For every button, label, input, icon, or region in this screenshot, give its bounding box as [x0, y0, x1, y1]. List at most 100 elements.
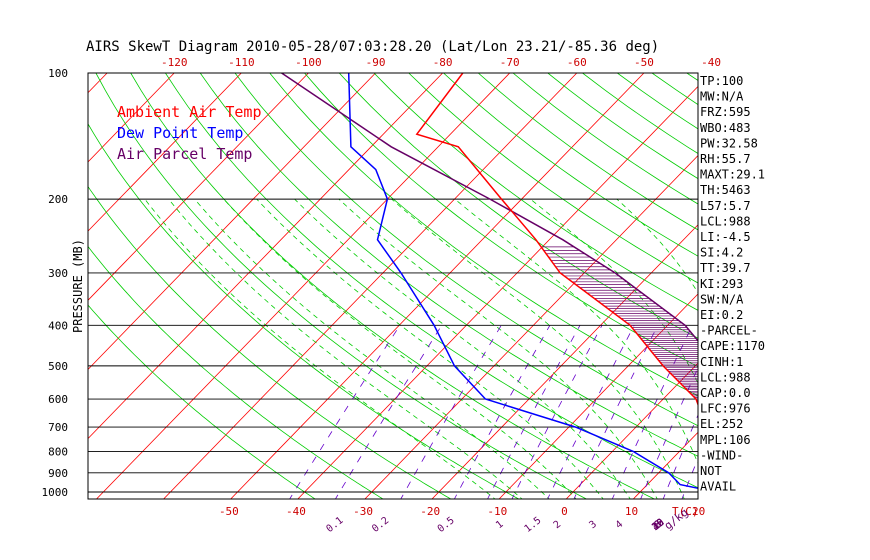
moist-adiabat-line: [223, 198, 577, 499]
pressure-tick-label: 600: [48, 393, 68, 406]
isotherm-line: [766, 73, 870, 501]
chart-title: AIRS SkewT Diagram 2010-05-28/07:03:28.2…: [86, 39, 659, 55]
pressure-tick-label: 1000: [42, 486, 69, 499]
dry-adiabat-line: [234, 73, 698, 427]
dry-adiabat-line: [373, 73, 698, 311]
index-entry: RH:55.7: [700, 152, 751, 166]
moist-adiabat-line: [256, 198, 604, 499]
pressure-tick-label: 800: [48, 445, 68, 458]
mixing-ratio-line: [781, 325, 844, 501]
mixing-ratio-label: 6: [652, 519, 664, 531]
mixing-ratio-label: 0.5: [436, 515, 457, 535]
index-entry: FRZ:595: [700, 105, 751, 119]
dry-adiabat-line: [443, 73, 698, 257]
bottom-temp-tick-label: -20: [420, 505, 440, 518]
index-entry: KI:293: [700, 277, 743, 291]
bottom-temp-tick-labels: -50 -40 -30 -20 -10 0 10 20: [219, 505, 705, 518]
mixing-ratio-line: [487, 325, 581, 499]
pressure-tick-label: 900: [48, 467, 68, 480]
dry-adiabat-line: [408, 73, 698, 284]
parcel-temp-line: [281, 73, 698, 343]
mixing-ratio-line: [400, 325, 502, 499]
index-entry: AVAIL: [700, 480, 736, 494]
isotherm-line: [88, 73, 309, 301]
top-temp-tick-label: -100: [295, 56, 322, 69]
index-entry: CAPE:1170: [700, 339, 765, 353]
dry-adiabat-line: [95, 73, 588, 499]
moist-adiabat-line: [454, 198, 698, 465]
bottom-temp-tick-label: 0: [561, 505, 568, 518]
dry-adiabat-line: [756, 73, 870, 501]
bottom-temp-tick-label: 20: [692, 505, 705, 518]
index-entry: NOT: [700, 464, 722, 478]
ambient-temp-line: [415, 73, 698, 407]
index-entry: EI:0.2: [700, 308, 743, 322]
bottom-temp-tick-label: -10: [487, 505, 507, 518]
mixing-ratio-line: [760, 325, 825, 501]
isotherm-line: [88, 73, 242, 232]
bottom-temp-tick-label: -50: [219, 505, 239, 518]
mixing-ratio-line: [289, 325, 401, 499]
mixing-ratio-line: [611, 325, 693, 499]
legend-entry: Air Parcel Temp: [117, 145, 252, 163]
dry-adiabat-line: [269, 73, 698, 397]
index-entry: MW:N/A: [700, 90, 744, 104]
dry-adiabat-line: [512, 73, 698, 205]
mixing-ratio-line: [640, 366, 698, 499]
moist-adiabat-line: [391, 198, 685, 499]
moist-adiabat-line: [530, 198, 698, 385]
top-temp-tick-label: -90: [366, 56, 386, 69]
top-temp-tick-label: -110: [228, 56, 255, 69]
isotherm-line: [297, 85, 698, 499]
isotherm-line: [88, 73, 443, 440]
index-entry: CAP:0.0: [700, 386, 751, 400]
mixing-ratio-line: [814, 325, 870, 501]
mixing-ratio-line: [453, 325, 551, 499]
y-axis-label: PRESSURE (MB): [71, 239, 85, 333]
dry-adiabat-line: [651, 73, 698, 106]
dry-adiabat-line: [88, 185, 452, 499]
mixing-ratio-label: 4: [614, 519, 626, 531]
dry-adiabat-line: [88, 245, 384, 499]
plot-frame: [87, 72, 699, 500]
isotherm-line: [364, 155, 698, 499]
top-temp-tick-label: -70: [500, 56, 520, 69]
pressure-tick-label: 500: [48, 360, 68, 373]
pressure-tick-label: 400: [48, 319, 68, 332]
top-temp-tick-label: -50: [634, 56, 654, 69]
index-entry: LI:-4.5: [700, 230, 751, 244]
cape-hatch: [541, 246, 698, 404]
mixing-ratio-label: 1: [494, 519, 506, 531]
dewpoint-temp-line: [347, 73, 698, 490]
x-axis-unit-label: T(C): [672, 505, 699, 518]
mixing-ratio-line: [547, 325, 635, 499]
mixing-ratio-line: [662, 413, 698, 499]
isotherm-line: [95, 73, 511, 499]
dry-adiabat-line: [88, 304, 316, 499]
dry-adiabat-line: [338, 73, 698, 339]
top-temp-tick-labels: -120 -110 -100 -90 -80 -70 -60 -50 -40: [161, 56, 721, 69]
isotherm-line: [431, 224, 698, 499]
dry-adiabat-line: [477, 73, 698, 231]
mixing-ratio-line: [573, 325, 659, 499]
bottom-temp-tick-label: 10: [625, 505, 638, 518]
grid-lines: [88, 73, 870, 501]
pressure-tick-label: 200: [48, 193, 68, 206]
index-entry: LCL:988: [700, 214, 751, 228]
index-entry: WBO:483: [700, 121, 751, 135]
mixing-ratio-label: 1.5: [523, 515, 544, 535]
isotherm-line: [88, 73, 376, 370]
index-entry: MAXT:29.1: [700, 168, 765, 182]
mixing-ratio-label: 8: [653, 519, 665, 531]
index-entry: LCL:988: [700, 370, 751, 384]
mixing-ratio-line: [511, 325, 603, 499]
top-temp-tick-label: -40: [701, 56, 721, 69]
profile-lines: [281, 73, 698, 490]
pressure-tick-label: 700: [48, 421, 68, 434]
moist-adiabat-line: [168, 198, 523, 499]
dry-adiabat-line: [791, 73, 870, 501]
top-temp-tick-label: -60: [567, 56, 587, 69]
dry-adiabat-line: [130, 73, 656, 499]
isotherm-line: [88, 73, 175, 163]
